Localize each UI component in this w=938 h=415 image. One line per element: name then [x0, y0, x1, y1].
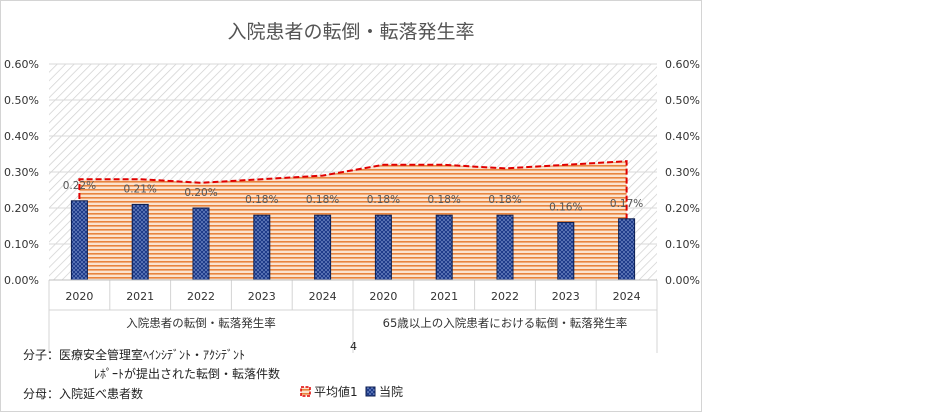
legend-label-hospital: 当院 [379, 385, 403, 399]
x-group-label: 65歳以上の入院患者における転倒・転落発生率 [383, 316, 628, 330]
y-tick-label-right: 0.40% [665, 130, 700, 143]
legend-label-average: 平均値1 [314, 384, 358, 399]
data-label: 0.18% [488, 194, 521, 206]
bar-hospital [619, 219, 635, 280]
x-tick-label: 2024 [613, 290, 641, 303]
chart-title: 入院患者の転倒・転落発生率 [227, 21, 474, 43]
data-label: 0.18% [367, 194, 400, 206]
x-tick-label: 2021 [430, 290, 458, 303]
numerator-note: 分子：医療安全管理室ﾍｲﾝｼﾃﾞﾝﾄ・ｱｸｼﾃﾞﾝﾄ [23, 346, 245, 363]
data-label: 0.17% [610, 198, 643, 210]
x-tick-label: 2024 [309, 290, 337, 303]
y-tick-label-left: 0.30% [4, 166, 39, 179]
x-tick-label: 2020 [65, 290, 93, 303]
x-tick-label: 2023 [248, 290, 276, 303]
y-tick-label-right: 0.20% [665, 202, 700, 215]
bar-hospital [375, 215, 391, 280]
bar-hospital [254, 215, 270, 280]
data-label: 0.18% [245, 194, 278, 206]
y-tick-label-left: 0.50% [4, 94, 39, 107]
x-tick-label: 2022 [491, 290, 519, 303]
x-tick-label: 2021 [126, 290, 154, 303]
bar-hospital [193, 208, 209, 280]
legend: 平均値1 当院 [301, 384, 403, 399]
y-tick-label-right: 0.60% [665, 58, 700, 71]
denominator-note: 分母：入院延べ患者数 [23, 385, 143, 402]
y-tick-label-left: 0.10% [4, 238, 39, 251]
numerator-note-continued: ﾚﾎﾟｰﾄが提出された転倒・転落件数 [94, 365, 280, 382]
bar-hospital [315, 215, 331, 280]
y-tick-label-left: 0.40% [4, 130, 39, 143]
page-number: 4 [350, 340, 357, 353]
x-tick-label: 2023 [552, 290, 580, 303]
legend-item-average: 平均値1 [301, 384, 358, 399]
bar-hospital [558, 222, 574, 280]
data-label: 0.16% [549, 201, 582, 213]
chart-frame: 入院患者の転倒・転落発生率 0.22% 0.21% 0.20% 0.18% 0.18% 0… [0, 0, 702, 412]
data-label: 0.21% [124, 183, 157, 195]
bar-hospital [436, 215, 452, 280]
y-tick-label-left: 0.20% [4, 202, 39, 215]
legend-swatch-hospital [366, 387, 375, 396]
legend-item-hospital: 当院 [366, 385, 403, 399]
y-tick-label-left: 0.00% [4, 274, 39, 287]
bar-hospital [71, 201, 87, 280]
x-tick-label: 2020 [369, 290, 397, 303]
data-label: 0.18% [428, 194, 461, 206]
y-tick-label-right: 0.50% [665, 94, 700, 107]
x-tick-label: 2022 [187, 290, 215, 303]
bar-hospital [497, 215, 513, 280]
data-label: 0.20% [184, 187, 217, 199]
y-tick-label-left: 0.60% [4, 58, 39, 71]
y-tick-label-right: 0.30% [665, 166, 700, 179]
x-group-label: 入院患者の転倒・転落発生率 [126, 316, 276, 330]
legend-swatch-average [301, 387, 310, 396]
y-tick-label-right: 0.00% [665, 274, 700, 287]
data-label: 0.18% [306, 194, 339, 206]
y-tick-label-right: 0.10% [665, 238, 700, 251]
data-label: 0.22% [63, 180, 96, 192]
bar-hospital [132, 204, 148, 280]
